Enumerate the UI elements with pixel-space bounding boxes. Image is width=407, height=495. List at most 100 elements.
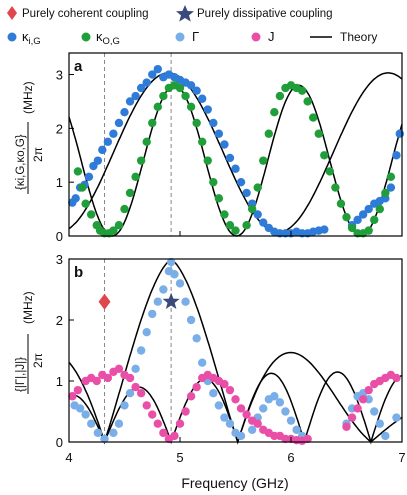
data-point <box>153 64 162 74</box>
data-point <box>73 385 83 395</box>
data-point <box>136 156 146 165</box>
data-point <box>236 177 246 187</box>
data-point <box>253 210 262 219</box>
data-point <box>109 129 118 138</box>
data-point <box>192 334 201 343</box>
legend-coherent: Purely coherent coupling <box>7 6 149 20</box>
data-point <box>320 225 329 234</box>
data-point <box>392 413 401 422</box>
data-point <box>125 97 135 106</box>
ytick-label: 1 <box>56 175 63 190</box>
ytick-label: 3 <box>56 68 63 83</box>
data-point <box>309 113 318 122</box>
coherent-marker <box>98 293 111 310</box>
panel-a-frame <box>68 52 403 237</box>
data-point <box>136 83 146 93</box>
theory-line <box>68 72 403 233</box>
data-point <box>386 183 396 192</box>
dot-icon <box>81 32 91 42</box>
data-point <box>93 156 103 165</box>
data-point <box>175 279 185 288</box>
data-point <box>87 419 96 428</box>
data-point <box>131 172 140 181</box>
data-point <box>381 431 390 441</box>
data-point <box>198 358 207 367</box>
data-point <box>342 422 351 431</box>
ytick-label: 2 <box>56 313 63 328</box>
data-point <box>395 129 404 138</box>
x-axis-label: Frequency (GHz) <box>181 475 288 491</box>
data-point <box>87 210 96 219</box>
data-point <box>159 428 168 438</box>
xtick-label: 7 <box>398 450 405 465</box>
data-point <box>131 91 140 101</box>
dot-icon <box>7 32 17 42</box>
xtick-label: 4 <box>65 450 72 465</box>
data-point <box>242 221 251 230</box>
data-point <box>198 137 207 147</box>
star-icon <box>176 5 194 22</box>
legend-gamma-label: Γ <box>192 29 199 44</box>
data-point <box>142 78 151 87</box>
data-point <box>93 428 103 438</box>
data-point <box>303 97 312 106</box>
data-point <box>231 226 240 235</box>
data-point <box>220 140 229 149</box>
panel-b-yticks: 0 1 2 3 <box>56 252 74 450</box>
data-point <box>336 199 346 208</box>
data-point <box>264 129 273 138</box>
legend-kappa-i: κi,G <box>7 29 41 47</box>
data-point <box>347 223 357 233</box>
data-point <box>358 210 368 219</box>
panel-b-markers <box>98 292 180 310</box>
data-point <box>131 364 140 373</box>
panel-a-ylabel: {κi,G,κo,G} 2π (MHz) <box>15 81 45 194</box>
theory-line <box>68 84 403 237</box>
data-point <box>148 70 157 79</box>
data-point <box>181 407 190 416</box>
data-point <box>81 199 90 208</box>
data-point <box>286 416 296 425</box>
data-point <box>73 167 83 176</box>
legend: Purely coherent coupling Purely dissipat… <box>7 5 377 47</box>
panel-a-yticks: 0 1 2 3 <box>56 68 74 244</box>
data-point <box>386 172 396 181</box>
data-point <box>342 212 351 222</box>
data-point <box>364 204 373 214</box>
data-point <box>153 102 162 112</box>
panel-b-ylabel: {|Γ|,|J|} 2π (MHz) <box>15 291 45 394</box>
ytick-label: 1 <box>56 374 63 389</box>
data-point <box>225 221 235 230</box>
data-point <box>203 156 212 165</box>
data-point <box>100 434 109 444</box>
data-point <box>186 81 196 90</box>
data-point <box>370 215 379 225</box>
legend-theory-label: Theory <box>340 30 377 44</box>
panel-a-points <box>68 64 404 238</box>
ytick-label: 2 <box>56 121 63 136</box>
data-point <box>353 404 362 413</box>
legend-kappa-i-label: κi,G <box>22 29 41 47</box>
data-point <box>220 379 229 389</box>
dot-icon <box>251 32 261 42</box>
data-point <box>186 392 196 401</box>
data-point <box>392 373 401 383</box>
data-point <box>81 410 90 419</box>
data-point <box>220 413 229 422</box>
data-point <box>68 392 77 401</box>
data-point <box>275 398 285 407</box>
data-point <box>392 151 401 160</box>
panel-a: 0 1 2 3 a {κi,G,κo,G} 2π (MHz) <box>15 52 404 244</box>
panel-b-frame <box>68 258 403 443</box>
data-point <box>175 419 185 428</box>
xtick-label: 6 <box>287 450 294 465</box>
data-point <box>142 401 151 410</box>
data-point <box>192 382 201 392</box>
data-point <box>114 364 124 373</box>
data-point <box>364 226 373 235</box>
data-point <box>142 137 151 147</box>
data-point <box>114 221 124 230</box>
data-point <box>98 145 107 155</box>
data-point <box>192 118 201 128</box>
